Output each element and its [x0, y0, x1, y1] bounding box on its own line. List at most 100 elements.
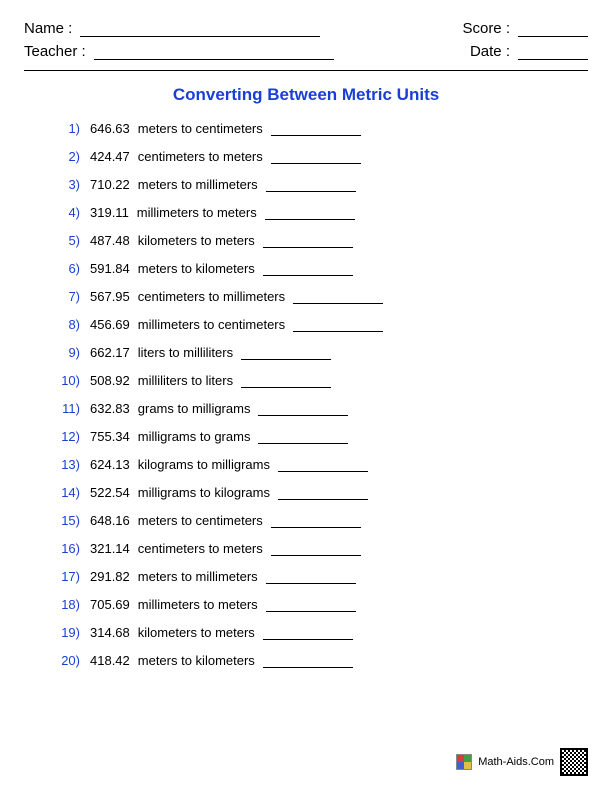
problem-value: 321.14 — [90, 541, 130, 556]
problem-conversion: centimeters to meters — [138, 541, 263, 556]
problem-value: 662.17 — [90, 345, 130, 360]
problem-row: 20)418.42meters to kilometers — [60, 653, 588, 668]
problem-value: 319.11 — [90, 205, 129, 220]
answer-blank[interactable] — [258, 432, 348, 444]
problem-conversion: kilograms to milligrams — [138, 457, 270, 472]
problem-value: 522.54 — [90, 485, 130, 500]
answer-blank[interactable] — [241, 376, 331, 388]
problem-value: 591.84 — [90, 261, 130, 276]
date-blank[interactable] — [518, 45, 588, 60]
problem-number: 19) — [60, 625, 90, 640]
name-blank[interactable] — [80, 22, 320, 37]
problem-row: 9)662.17 liters to milliliters — [60, 345, 588, 360]
problem-row: 16)321.14 centimeters to meters — [60, 541, 588, 556]
problem-conversion: millimeters to centimeters — [138, 317, 285, 332]
problem-number: 13) — [60, 457, 90, 472]
problem-value: 424.47 — [90, 149, 130, 164]
problem-value: 418.42 — [90, 653, 130, 668]
problem-conversion: meters to kilometers — [138, 261, 255, 276]
answer-blank[interactable] — [263, 236, 353, 248]
problem-value: 314.68 — [90, 625, 130, 640]
problem-row: 7)567.95 centimeters to millimeters — [60, 289, 588, 304]
problem-row: 3)710.22meters to millimeters — [60, 177, 588, 192]
problem-value: 646.63 — [90, 121, 130, 136]
problem-conversion: meters to millimeters — [138, 177, 258, 192]
problem-value: 648.16 — [90, 513, 130, 528]
teacher-blank[interactable] — [94, 45, 334, 60]
problem-row: 10)508.92 milliliters to liters — [60, 373, 588, 388]
answer-blank[interactable] — [293, 292, 383, 304]
name-label: Name : — [24, 20, 72, 37]
problem-value: 508.92 — [90, 373, 130, 388]
problem-conversion: centimeters to millimeters — [138, 289, 285, 304]
problem-value: 291.82 — [90, 569, 130, 584]
problem-row: 19)314.68 kilometers to meters — [60, 625, 588, 640]
problem-number: 2) — [60, 149, 90, 164]
problem-row: 12)755.34 milligrams to grams — [60, 429, 588, 444]
footer-site-label: Math-Aids.Com — [478, 756, 554, 768]
problem-value: 456.69 — [90, 317, 130, 332]
problem-value: 624.13 — [90, 457, 130, 472]
problem-row: 13)624.13 kilograms to milligrams — [60, 457, 588, 472]
problem-conversion: grams to milligrams — [138, 401, 251, 416]
problem-conversion: milliliters to liters — [138, 373, 233, 388]
problem-number: 5) — [60, 233, 90, 248]
problem-number: 18) — [60, 597, 90, 612]
problem-conversion: meters to centimeters — [138, 121, 263, 136]
answer-blank[interactable] — [266, 180, 356, 192]
answer-blank[interactable] — [271, 516, 361, 528]
answer-blank[interactable] — [241, 348, 331, 360]
problem-conversion: millimeters to meters — [138, 597, 258, 612]
problem-number: 20) — [60, 653, 90, 668]
score-label: Score : — [462, 20, 510, 37]
problem-number: 12) — [60, 429, 90, 444]
footer: Math-Aids.Com — [456, 748, 588, 776]
problem-row: 2)424.47centimeters to meters — [60, 149, 588, 164]
problem-row: 1)646.63 meters to centimeters — [60, 121, 588, 136]
problem-value: 755.34 — [90, 429, 130, 444]
problem-conversion: meters to centimeters — [138, 513, 263, 528]
date-label: Date : — [470, 43, 510, 60]
problem-value: 487.48 — [90, 233, 130, 248]
problem-number: 15) — [60, 513, 90, 528]
problem-conversion: liters to milliliters — [138, 345, 233, 360]
problem-conversion: millimeters to meters — [137, 205, 257, 220]
problem-row: 14)522.54milligrams to kilograms — [60, 485, 588, 500]
problem-number: 9) — [60, 345, 90, 360]
problem-number: 11) — [60, 401, 90, 416]
answer-blank[interactable] — [278, 460, 368, 472]
problem-number: 7) — [60, 289, 90, 304]
problem-number: 10) — [60, 373, 90, 388]
problem-value: 705.69 — [90, 597, 130, 612]
problem-conversion: milligrams to grams — [138, 429, 251, 444]
answer-blank[interactable] — [265, 208, 355, 220]
problem-number: 1) — [60, 121, 90, 136]
math-aids-icon — [456, 754, 472, 770]
answer-blank[interactable] — [263, 264, 353, 276]
answer-blank[interactable] — [258, 404, 348, 416]
answer-blank[interactable] — [271, 544, 361, 556]
problem-row: 4)319.11millimeters to meters — [60, 205, 588, 220]
problem-value: 567.95 — [90, 289, 130, 304]
problem-number: 3) — [60, 177, 90, 192]
answer-blank[interactable] — [266, 600, 356, 612]
problem-conversion: kilometers to meters — [138, 625, 255, 640]
score-blank[interactable] — [518, 22, 588, 37]
answer-blank[interactable] — [271, 124, 361, 136]
answer-blank[interactable] — [266, 572, 356, 584]
answer-blank[interactable] — [278, 488, 368, 500]
problem-number: 16) — [60, 541, 90, 556]
header-divider — [24, 70, 588, 71]
problem-row: 6)591.84meters to kilometers — [60, 261, 588, 276]
problem-number: 17) — [60, 569, 90, 584]
answer-blank[interactable] — [263, 656, 353, 668]
problem-row: 8)456.69millimeters to centimeters — [60, 317, 588, 332]
problem-conversion: kilometers to meters — [138, 233, 255, 248]
problem-row: 18)705.69 millimeters to meters — [60, 597, 588, 612]
answer-blank[interactable] — [271, 152, 361, 164]
answer-blank[interactable] — [263, 628, 353, 640]
problem-row: 15)648.16 meters to centimeters — [60, 513, 588, 528]
problem-row: 5)487.48 kilometers to meters — [60, 233, 588, 248]
answer-blank[interactable] — [293, 320, 383, 332]
problem-row: 11)632.83grams to milligrams — [60, 401, 588, 416]
